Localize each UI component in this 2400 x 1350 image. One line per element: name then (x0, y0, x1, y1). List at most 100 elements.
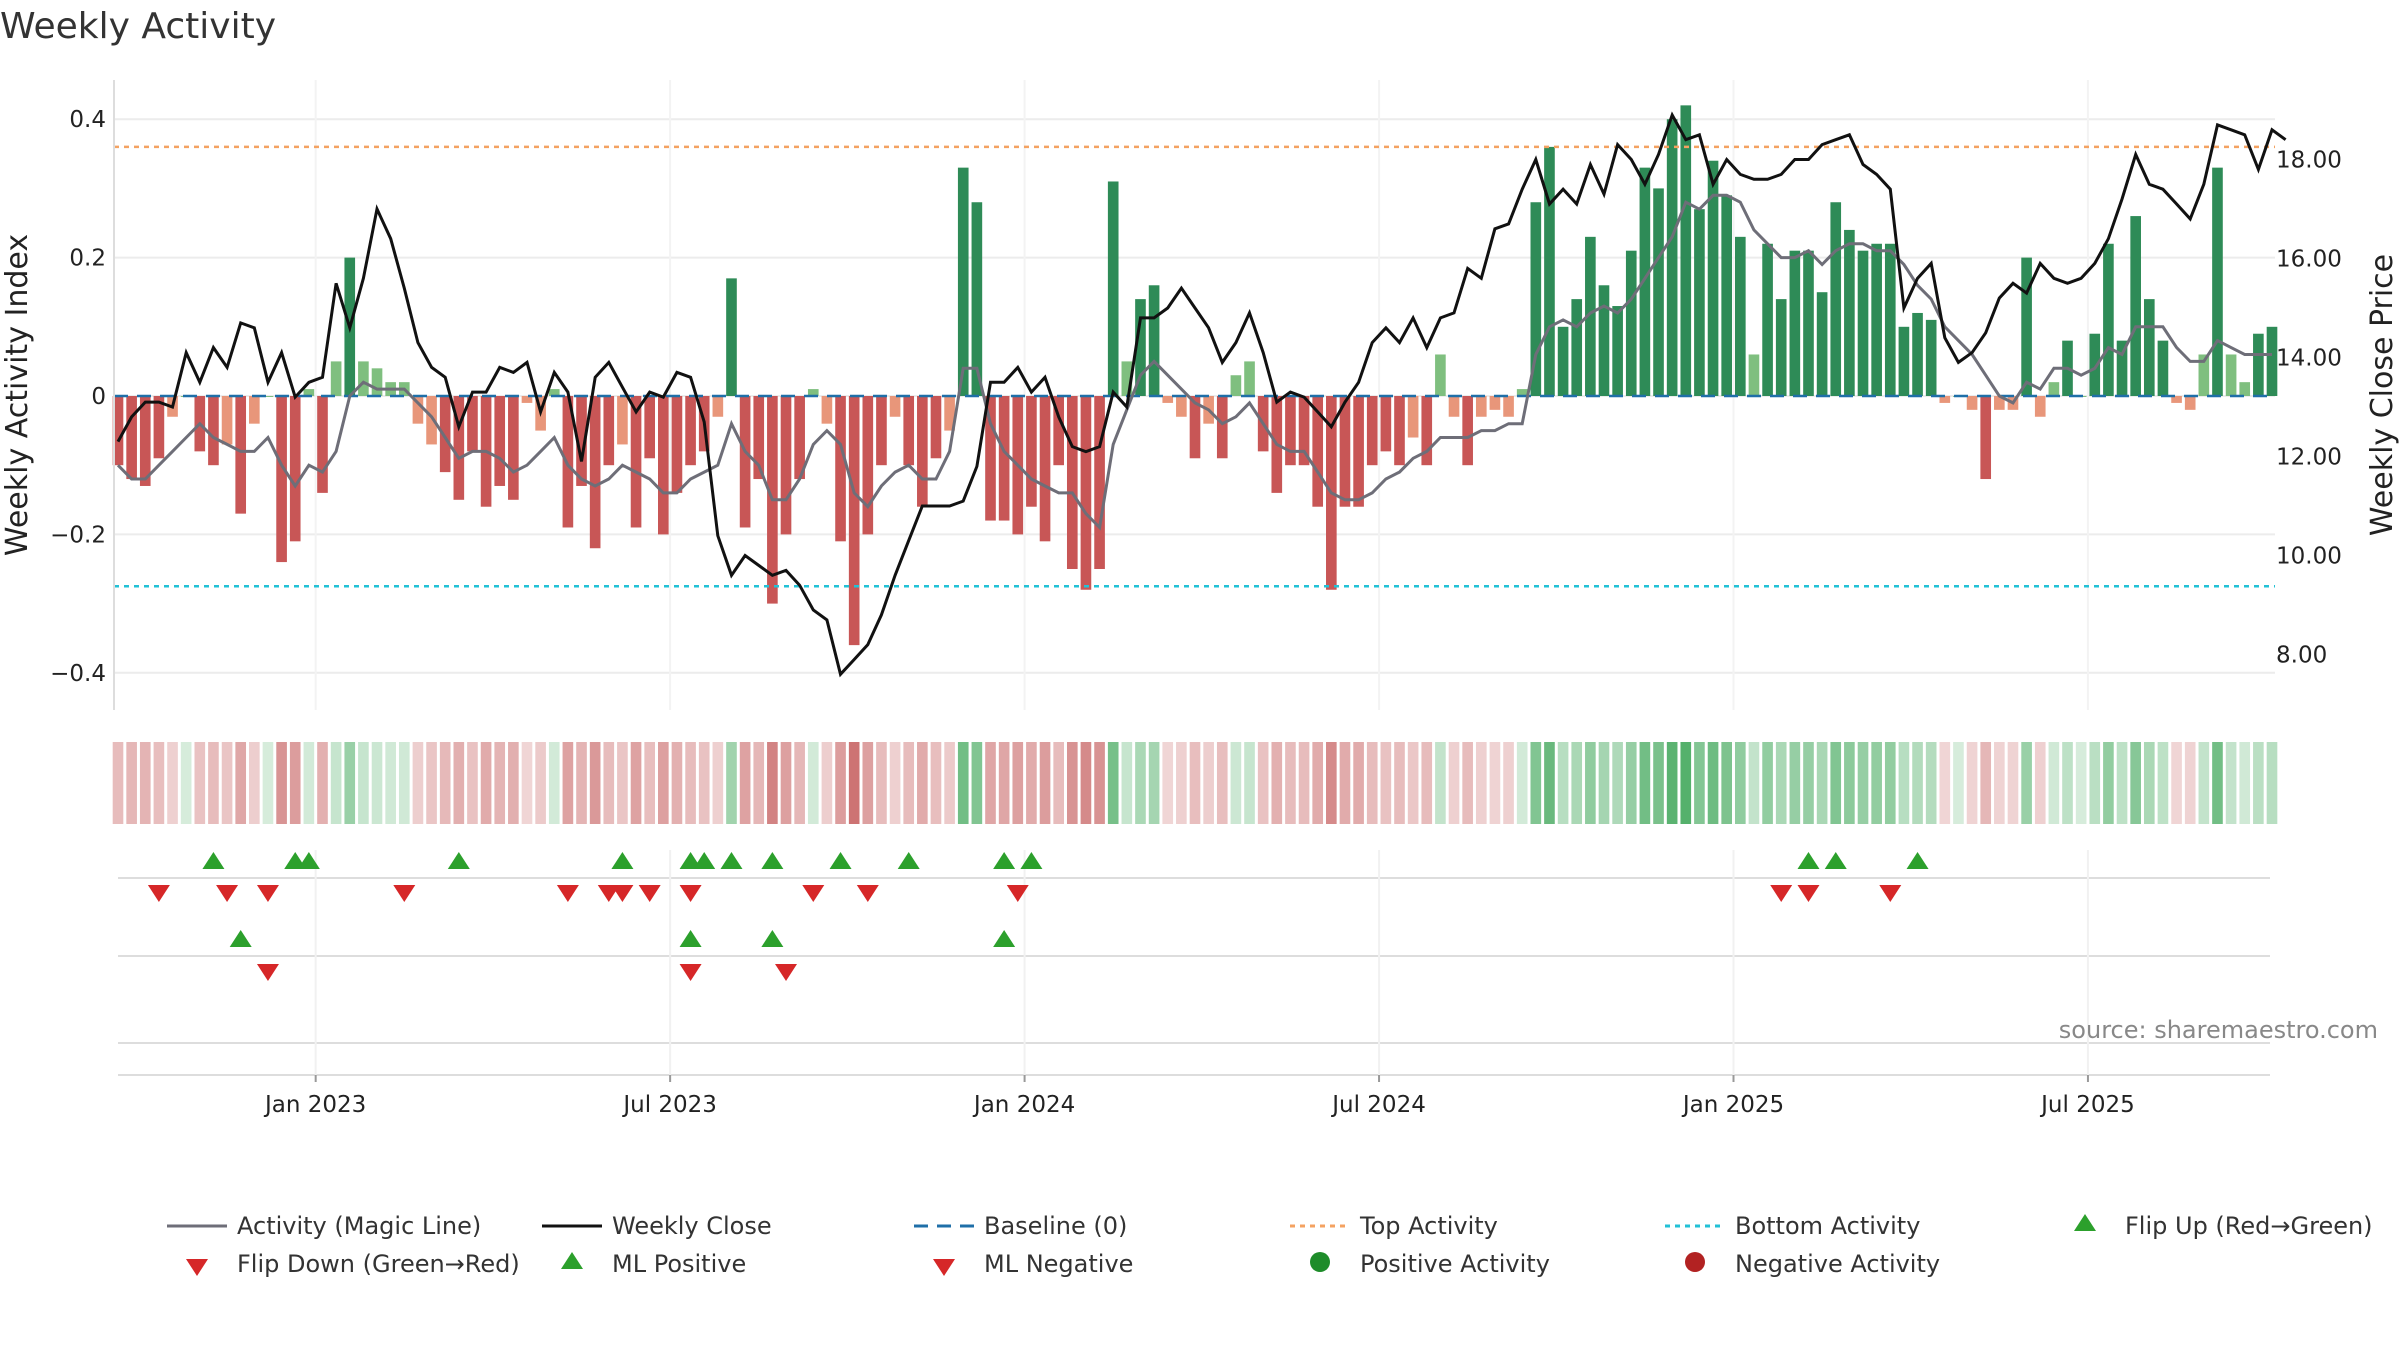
strip-cell (1489, 742, 1501, 824)
flip-down-marker (856, 885, 879, 902)
strip-cell (1994, 742, 2005, 824)
activity-bar (249, 396, 260, 424)
strip-cell (1053, 742, 1064, 824)
strip-cell (426, 742, 437, 824)
strip-cell (494, 742, 506, 824)
strip-cell (330, 742, 342, 824)
strip-cell (1121, 742, 1133, 824)
activity-bar (1585, 236, 1596, 396)
flip-markers (118, 850, 2270, 1276)
strip-cell (2184, 742, 2196, 824)
activity-bar (889, 396, 901, 417)
activity-bar (1598, 285, 1610, 396)
strip-cell (1394, 742, 1405, 824)
activity-bar (1639, 167, 1651, 396)
ml-positive-marker (761, 930, 784, 947)
flip-down-marker (802, 885, 825, 902)
strip-cell (480, 742, 492, 824)
activity-bar (1530, 202, 1542, 396)
activity-bar (1298, 396, 1310, 466)
strip-cell (2171, 742, 2182, 824)
activity-bar (358, 361, 369, 396)
activity-bar (2239, 382, 2251, 396)
strip-cell (1707, 742, 1719, 824)
strip-cell (671, 742, 683, 824)
activity-bar (603, 396, 615, 466)
strip-cell (1326, 742, 1337, 824)
activity-bar (289, 396, 301, 542)
flip-up-marker (693, 852, 716, 869)
activity-bar (794, 396, 805, 480)
legend-label: Activity (Magic Line) (237, 1212, 481, 1240)
strip-cell (521, 742, 533, 824)
activity-bar (848, 396, 860, 646)
activity-bar (1080, 396, 1092, 590)
strip-cell (126, 742, 137, 824)
activity-bar (1912, 312, 1923, 396)
y-tick-right: 10.00 (2276, 544, 2342, 570)
legend-label: Top Activity (1359, 1212, 1498, 1240)
legend-label: Bottom Activity (1735, 1212, 1920, 1240)
strip-cell (467, 742, 478, 824)
activity-bar (2184, 396, 2196, 410)
activity-bar (1462, 396, 1473, 466)
strip-cell (1475, 742, 1487, 824)
flip-down-marker (679, 885, 702, 902)
legend-label: ML Positive (612, 1250, 746, 1278)
flip-up-marker (1020, 852, 1043, 869)
activity-bar (2266, 326, 2278, 396)
flip-up-marker (1824, 852, 1847, 869)
strip-cell (1026, 742, 1037, 824)
legend-down-swatch (933, 1259, 955, 1276)
x-tick-label: Jan 2025 (1681, 1092, 1784, 1118)
strip-cell (1789, 742, 1801, 824)
activity-bar (2212, 167, 2223, 396)
activity-bar (2116, 340, 2128, 396)
activity-bar (2198, 354, 2210, 396)
strip-cell (2034, 742, 2046, 824)
legend: Activity (Magic Line) Weekly Close Baselin… (167, 1212, 2373, 1278)
activity-bar (2171, 396, 2182, 403)
strip-cell (1666, 742, 1678, 824)
strip-cell (112, 742, 124, 824)
activity-bar (2089, 333, 2101, 396)
strip-cell (1625, 742, 1637, 824)
strip-cell (1530, 742, 1542, 824)
strip-cell (1694, 742, 1705, 824)
strip-cell (235, 742, 247, 824)
strip-cell (726, 742, 737, 824)
activity-bar (671, 396, 683, 493)
activity-bar (903, 396, 915, 466)
weekly-close-line (116, 111, 2287, 678)
flip-down-marker (147, 885, 170, 902)
strip-cell (971, 742, 983, 824)
strip-cell (180, 742, 192, 824)
strip-cell (1680, 742, 1692, 824)
flip-up-marker (897, 852, 920, 869)
legend-label: Weekly Close (612, 1212, 772, 1240)
strip-cell (753, 742, 765, 824)
strip-cell (2089, 742, 2101, 824)
strip-cell (848, 742, 860, 824)
strip-cell (1285, 742, 1296, 824)
strip-cell (1612, 742, 1623, 824)
strip-cell (1516, 742, 1528, 824)
strip-cell (1925, 742, 1937, 824)
ml-negative-marker (679, 964, 702, 981)
activity-bar (1625, 250, 1637, 396)
strip-cell (794, 742, 805, 824)
strip-cell (1762, 742, 1773, 824)
activity-bar (494, 396, 506, 486)
strip-cell (1639, 742, 1651, 824)
strip-cell (1066, 742, 1078, 824)
activity-bar (1353, 396, 1364, 507)
activity-bar (1789, 250, 1801, 396)
activity-bar (589, 396, 601, 549)
legend-label: Negative Activity (1735, 1250, 1940, 1278)
strip-cell (1734, 742, 1746, 824)
strip-cell (1421, 742, 1433, 824)
legend-up-swatch (2074, 1214, 2096, 1231)
strip-cell (1298, 742, 1310, 824)
activity-bar (1312, 396, 1324, 507)
activity-bar (753, 396, 765, 480)
